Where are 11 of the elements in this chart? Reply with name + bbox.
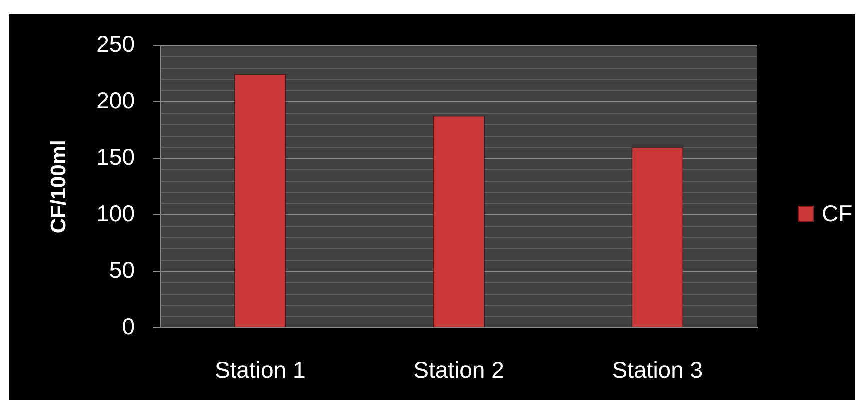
legend-label: CF <box>822 200 853 226</box>
y-axis-title: CF/100ml <box>47 140 70 234</box>
y-tick-label: 100 <box>96 200 135 226</box>
y-tick-label: 150 <box>96 144 135 170</box>
y-tick-label: 200 <box>96 88 135 114</box>
x-tick-label: Station 3 <box>612 357 704 384</box>
x-tick-label: Station 1 <box>214 357 306 384</box>
y-tick-label: 50 <box>109 256 135 283</box>
y-tick-label: 250 <box>96 31 135 58</box>
y-tick-label: 0 <box>122 313 135 340</box>
x-tick-label: Station 2 <box>414 357 504 384</box>
